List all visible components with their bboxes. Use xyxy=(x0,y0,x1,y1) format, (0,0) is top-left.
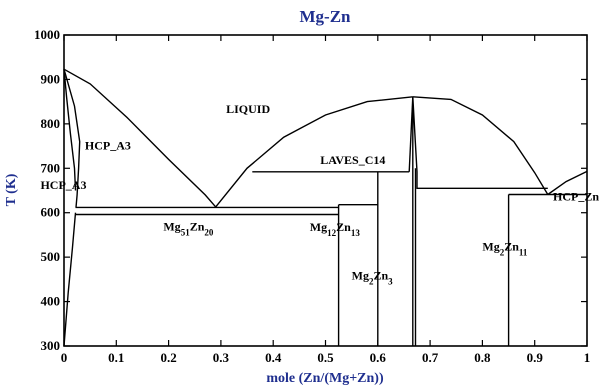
x-tick-label: 0.4 xyxy=(265,350,282,365)
chart-title: Mg-Zn xyxy=(300,7,352,26)
x-tick-label: 0.7 xyxy=(422,350,439,365)
x-tick-label: 0 xyxy=(61,350,68,365)
phase-boundary-2 xyxy=(412,96,549,195)
y-tick-label: 900 xyxy=(41,71,61,86)
phase-label: HCP_A3 xyxy=(40,178,86,192)
phase-boundary-3 xyxy=(547,170,588,196)
phase-boundary-5 xyxy=(63,212,77,347)
y-tick-label: 1000 xyxy=(34,27,60,42)
x-tick-label: 0.2 xyxy=(160,350,176,365)
x-tick-label: 0.5 xyxy=(317,350,334,365)
y-tick-label: 300 xyxy=(41,338,61,353)
phase-boundary-6 xyxy=(63,69,77,191)
phase-labels: LIQUID HCP_A3 HCP_A3 LAVES_C14 HCP_Zn Mg51Zn2… xyxy=(40,102,599,287)
phase-boundary-15 xyxy=(412,96,548,190)
y-axis-title: T (K) xyxy=(4,173,19,206)
x-tick-label: 0.3 xyxy=(213,350,230,365)
phase-label: HCP_A3 xyxy=(85,139,131,153)
y-tick-label: 700 xyxy=(41,160,61,175)
x-tick-label: 0.1 xyxy=(108,350,124,365)
phase-boundary-0 xyxy=(63,68,217,208)
compound-label: Mg12Zn13 xyxy=(310,220,361,238)
phase-boundary-1 xyxy=(215,96,413,208)
x-tick-label: 1 xyxy=(584,350,591,365)
x-axis-title: mole (Zn/(Mg+Zn)) xyxy=(266,371,384,385)
y-tick-label: 800 xyxy=(41,116,61,131)
x-tick-label: 0.8 xyxy=(474,350,491,365)
y-tick-label: 600 xyxy=(41,205,61,220)
phase-boundary-4 xyxy=(63,69,81,208)
phase-label: HCP_Zn xyxy=(553,190,599,204)
x-tick-label: 0.9 xyxy=(527,350,544,365)
compound-label: Mg51Zn20 xyxy=(163,219,214,237)
compound-label: Mg2Zn11 xyxy=(482,239,528,257)
phase-boundaries xyxy=(63,68,588,347)
y-tick-label: 400 xyxy=(41,294,61,309)
compound-label: Mg2Zn3 xyxy=(352,268,394,286)
x-axis: 0 0.1 0.2 0.3 0.4 0.5 0.6 0.7 0.8 0.9 1 xyxy=(61,35,591,365)
x-tick-label: 0.6 xyxy=(370,350,387,365)
phase-label: LAVES_C14 xyxy=(320,153,385,167)
y-tick-label: 500 xyxy=(41,249,61,264)
phase-label: LIQUID xyxy=(226,102,270,116)
y-axis: 300 400 500 600 700 800 900 1000 xyxy=(34,27,587,353)
